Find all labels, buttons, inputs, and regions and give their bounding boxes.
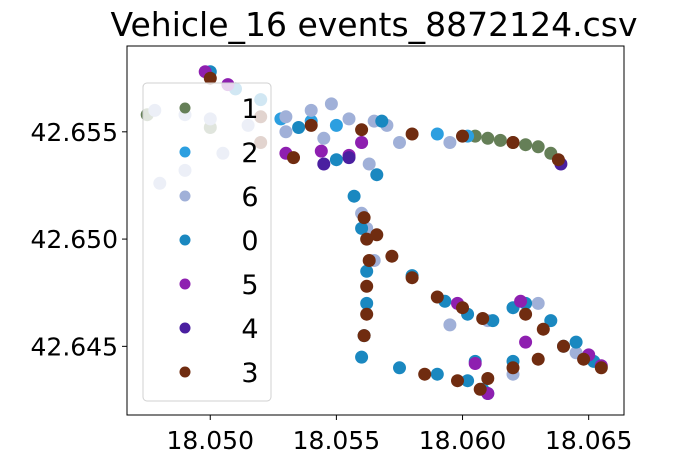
legend-label-4: 4 xyxy=(241,314,258,345)
point-series-0 xyxy=(544,314,558,328)
point-series-3 xyxy=(456,301,469,315)
point-series-3 xyxy=(451,374,464,388)
point-series-3 xyxy=(506,136,520,149)
y-tick-label: 42.645 xyxy=(31,332,118,361)
y-tick-label: 42.655 xyxy=(31,118,118,147)
legend-label-2: 2 xyxy=(241,138,258,169)
x-axis: 18.050 18.055 18.060 18.065 xyxy=(167,415,632,455)
point-series-6 xyxy=(279,125,293,139)
point-series-3 xyxy=(203,71,217,85)
legend-box xyxy=(142,82,272,402)
x-tick-label: 18.055 xyxy=(293,426,380,455)
point-series-0 xyxy=(355,221,369,235)
point-series-3 xyxy=(370,228,384,242)
point-series-3 xyxy=(506,361,520,375)
point-series-5 xyxy=(519,335,533,349)
point-series-3 xyxy=(551,153,565,167)
point-series-3 xyxy=(557,339,570,353)
point-series-3 xyxy=(362,254,376,267)
point-series-3 xyxy=(405,271,419,285)
point-series-3 xyxy=(481,372,495,385)
point-series-4 xyxy=(342,151,356,165)
point-series-6 xyxy=(342,112,356,126)
point-series-4 xyxy=(317,157,331,171)
point-series-0 xyxy=(430,367,444,381)
legend-marker-6 xyxy=(179,190,191,202)
point-series-3 xyxy=(360,232,374,246)
point-series-2 xyxy=(329,118,343,132)
chart-title: Vehicle_16 events_8872124.csv xyxy=(110,5,637,44)
point-series-3 xyxy=(357,211,371,225)
legend-marker-5 xyxy=(179,278,191,290)
point-series-3 xyxy=(287,151,300,165)
point-series-0 xyxy=(393,361,406,375)
point-series-3 xyxy=(473,382,487,396)
point-series-5 xyxy=(314,144,328,158)
point-series-0 xyxy=(370,168,384,182)
point-series-2 xyxy=(430,127,444,141)
point-series-0 xyxy=(292,121,306,134)
point-series-1 xyxy=(481,131,495,145)
point-series-6 xyxy=(443,136,457,149)
point-series-3 xyxy=(355,123,369,137)
legend-marker-3 xyxy=(179,366,191,378)
point-series-0 xyxy=(375,114,389,128)
point-series-6 xyxy=(531,296,545,310)
x-tick-label: 18.060 xyxy=(419,426,506,455)
point-series-6 xyxy=(443,318,457,332)
legend-label-6: 6 xyxy=(241,182,258,213)
y-tick-label: 42.650 xyxy=(31,225,118,254)
legend-label-3: 3 xyxy=(241,358,258,389)
point-series-6 xyxy=(317,131,331,145)
x-tick-label: 18.050 xyxy=(167,426,254,455)
point-series-5 xyxy=(468,357,482,370)
point-series-3 xyxy=(405,127,419,141)
point-series-3 xyxy=(577,352,591,366)
point-series-3 xyxy=(594,361,608,375)
legend-marker-0 xyxy=(179,234,191,246)
legend-label-0: 0 xyxy=(241,226,258,257)
point-series-3 xyxy=(360,307,374,321)
legend-marker-2 xyxy=(179,146,191,158)
plot-frame xyxy=(126,45,625,416)
point-series-5 xyxy=(355,136,369,149)
x-tick-label: 18.065 xyxy=(545,426,632,455)
point-series-0 xyxy=(347,189,361,203)
point-series-0 xyxy=(329,153,343,167)
point-series-6 xyxy=(393,136,406,149)
point-series-5 xyxy=(514,294,528,308)
point-series-6 xyxy=(304,103,318,117)
legend-marker-1 xyxy=(179,102,191,114)
point-series-3 xyxy=(304,118,318,132)
point-series-0 xyxy=(355,350,369,364)
point-series-1 xyxy=(519,138,533,152)
point-series-3 xyxy=(519,307,533,321)
point-series-3 xyxy=(430,290,444,304)
point-series-1 xyxy=(493,133,507,147)
point-series-6 xyxy=(324,97,338,111)
point-series-3 xyxy=(536,322,550,336)
point-series-3 xyxy=(456,129,469,143)
point-series-3 xyxy=(357,329,371,343)
point-series-0 xyxy=(486,314,500,328)
point-series-6 xyxy=(279,110,293,124)
point-series-1 xyxy=(531,140,545,154)
legend-label-5: 5 xyxy=(241,270,258,301)
point-series-0 xyxy=(569,335,583,349)
y-axis: 42.645 42.650 42.655 xyxy=(31,118,127,361)
point-series-3 xyxy=(385,249,399,263)
point-series-3 xyxy=(476,312,490,325)
point-series-0 xyxy=(360,296,374,310)
legend-marker-4 xyxy=(179,322,191,334)
point-series-3 xyxy=(360,279,374,293)
legend-label-1: 1 xyxy=(241,94,258,125)
point-series-3 xyxy=(418,367,432,381)
point-series-3 xyxy=(531,352,545,366)
point-series-0 xyxy=(360,264,374,278)
point-series-0 xyxy=(461,374,475,388)
point-series-6 xyxy=(362,157,376,171)
